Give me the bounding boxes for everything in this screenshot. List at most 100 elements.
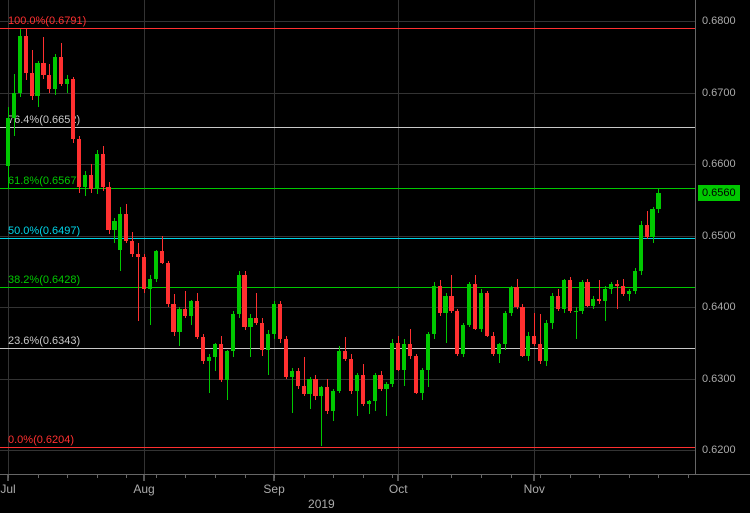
- candle-body: [35, 63, 39, 97]
- fib-level-line: [0, 238, 696, 239]
- grid-line-h: [0, 450, 696, 451]
- candle-body: [497, 344, 501, 353]
- candle-body: [284, 339, 288, 377]
- candle-body: [473, 284, 477, 328]
- fib-level-label: 0.0%(0.6204): [6, 434, 76, 446]
- candle-body: [59, 57, 63, 84]
- x-minor-tick: [451, 475, 452, 478]
- fib-level-label: 61.8%(0.6567): [6, 175, 82, 187]
- x-minor-tick: [215, 475, 216, 478]
- candle-body: [160, 251, 164, 262]
- candle-body: [449, 296, 453, 310]
- candlestick-chart[interactable]: 100.0%(0.6791)76.4%(0.6652)61.8%(0.6567)…: [0, 0, 750, 513]
- candle-body: [355, 375, 359, 391]
- candle-body: [378, 375, 382, 389]
- candle-body: [579, 282, 583, 311]
- candle-body: [130, 241, 134, 253]
- x-minor-tick: [540, 475, 541, 478]
- candle-body: [319, 387, 323, 396]
- candle-body: [650, 209, 654, 238]
- x-minor-tick: [97, 475, 98, 478]
- y-axis-label: 0.6800: [696, 15, 750, 27]
- fib-level-line: [0, 188, 696, 189]
- y-axis-label: 0.6400: [696, 301, 750, 313]
- x-axis-label: Aug: [133, 482, 154, 496]
- candle-body: [562, 280, 566, 309]
- candle-body: [313, 379, 317, 397]
- candle-body: [248, 318, 252, 327]
- candle-body: [195, 301, 199, 337]
- candle-body: [367, 401, 371, 403]
- candle-body: [95, 154, 99, 190]
- candle-body: [231, 314, 235, 351]
- candle-body: [627, 291, 631, 294]
- y-axis-label: 0.6700: [696, 87, 750, 99]
- x-tick: [398, 475, 399, 481]
- candle-body: [30, 73, 34, 97]
- candle-body: [83, 175, 87, 187]
- x-minor-tick: [422, 475, 423, 478]
- candle-body: [71, 79, 75, 140]
- candle-body: [136, 254, 140, 258]
- candle-body: [349, 359, 353, 392]
- candle-body: [207, 357, 211, 361]
- fib-level-line: [0, 348, 696, 349]
- candle-body: [307, 379, 311, 395]
- candle-body: [639, 225, 643, 271]
- y-axis-label: 0.6200: [696, 444, 750, 456]
- candle-body: [426, 334, 430, 370]
- candle-body: [491, 336, 495, 354]
- x-minor-tick: [185, 475, 186, 478]
- candle-body: [154, 251, 158, 278]
- candle-body: [219, 344, 223, 380]
- candle-body: [254, 318, 258, 323]
- candle-body: [106, 187, 110, 230]
- candle-body: [177, 309, 181, 333]
- y-axis-label: 0.6600: [696, 158, 750, 170]
- grid-line-h: [0, 21, 696, 22]
- candle-body: [532, 336, 536, 345]
- candle-body: [124, 214, 128, 241]
- candle-body: [615, 284, 619, 285]
- candle-body: [260, 323, 264, 350]
- candle-body: [325, 387, 329, 411]
- candle-body: [538, 344, 542, 360]
- candle-body: [550, 296, 554, 322]
- candle-body: [242, 275, 246, 327]
- y-axis-label: 0.6500: [696, 230, 750, 242]
- candle-body: [148, 279, 152, 290]
- x-minor-tick: [333, 475, 334, 478]
- candle-body: [47, 75, 51, 89]
- candle-body: [183, 309, 187, 316]
- plot-area[interactable]: 100.0%(0.6791)76.4%(0.6652)61.8%(0.6567)…: [0, 0, 696, 475]
- candle-body: [118, 214, 122, 250]
- candle-body: [568, 280, 572, 311]
- x-axis: JulAugSepOctNov2019: [0, 474, 750, 513]
- candle-body: [296, 371, 300, 385]
- x-minor-tick: [67, 475, 68, 478]
- candle-body: [591, 299, 595, 306]
- x-minor-tick: [481, 475, 482, 478]
- x-axis-year: 2019: [308, 497, 335, 511]
- candle-body: [609, 284, 613, 289]
- candle-body: [201, 337, 205, 361]
- candle-body: [414, 356, 418, 393]
- candle-body: [171, 304, 175, 333]
- candle-body: [514, 287, 518, 307]
- candle-body: [142, 257, 146, 289]
- candle-body: [597, 299, 601, 302]
- candle-body: [438, 286, 442, 313]
- x-tick: [144, 475, 145, 481]
- x-minor-tick: [245, 475, 246, 478]
- candle-body: [278, 304, 282, 340]
- candle-body: [337, 351, 341, 391]
- x-minor-tick: [599, 475, 600, 478]
- candle-wick: [576, 307, 577, 339]
- candle-body: [603, 289, 607, 301]
- fib-level-line: [0, 28, 696, 29]
- candle-body: [443, 296, 447, 312]
- x-minor-tick: [304, 475, 305, 478]
- candle-body: [343, 351, 347, 358]
- x-minor-tick: [8, 475, 9, 478]
- x-minor-tick: [274, 475, 275, 478]
